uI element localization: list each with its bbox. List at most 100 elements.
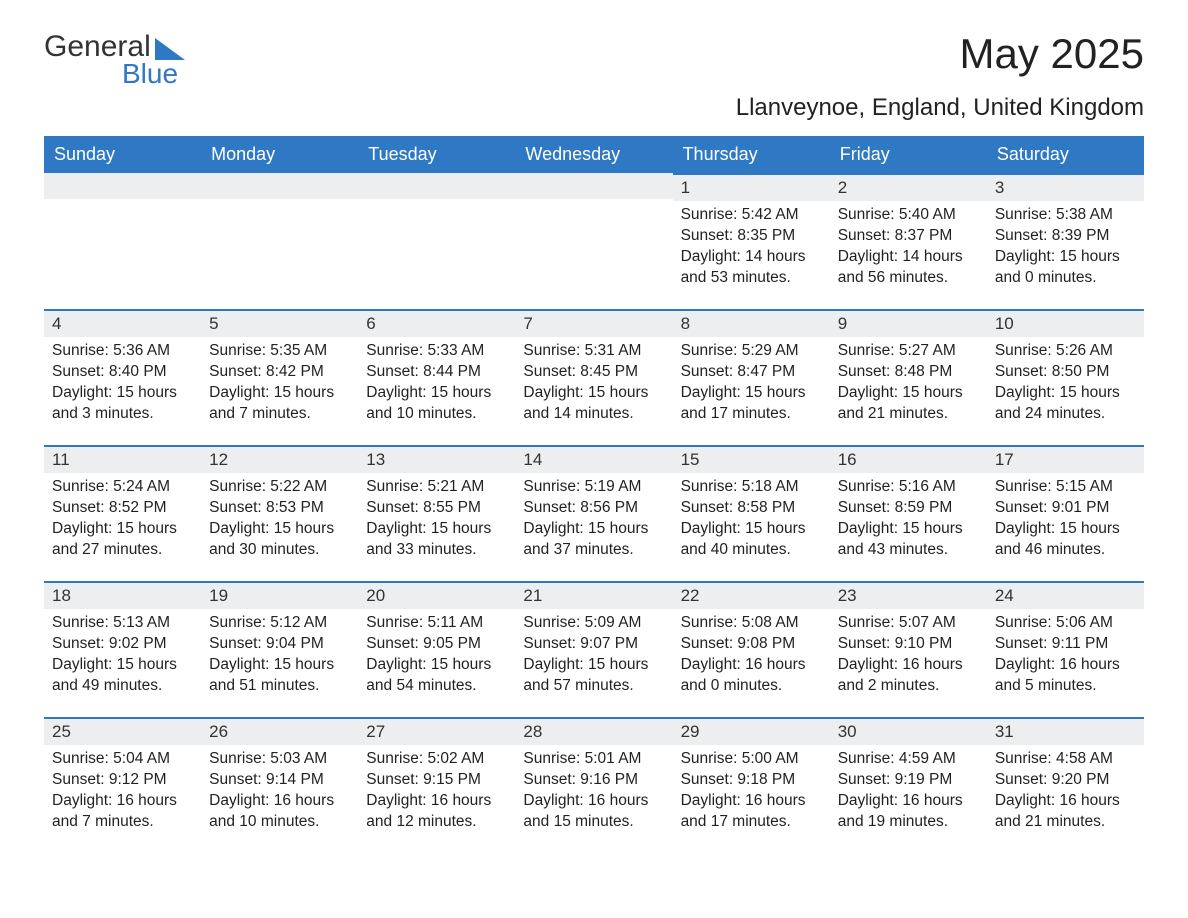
calendar-row: 1Sunrise: 5:42 AMSunset: 8:35 PMDaylight…: [44, 173, 1144, 309]
sunset-text: Sunset: 8:50 PM: [995, 362, 1136, 383]
day-number-bar-empty: [358, 173, 515, 199]
day-number-bar: 9: [830, 309, 987, 337]
calendar-row: 18Sunrise: 5:13 AMSunset: 9:02 PMDayligh…: [44, 581, 1144, 717]
day-body: Sunrise: 5:07 AMSunset: 9:10 PMDaylight:…: [830, 609, 987, 705]
calendar-cell: 19Sunrise: 5:12 AMSunset: 9:04 PMDayligh…: [201, 581, 358, 717]
day-number-bar: 16: [830, 445, 987, 473]
daylight-text: Daylight: 16 hours and 5 minutes.: [995, 655, 1136, 697]
calendar-cell: 27Sunrise: 5:02 AMSunset: 9:15 PMDayligh…: [358, 717, 515, 853]
calendar-cell: 4Sunrise: 5:36 AMSunset: 8:40 PMDaylight…: [44, 309, 201, 445]
sunset-text: Sunset: 8:35 PM: [681, 226, 822, 247]
daylight-text: Daylight: 15 hours and 46 minutes.: [995, 519, 1136, 561]
sunset-text: Sunset: 9:08 PM: [681, 634, 822, 655]
weekday-header: Saturday: [987, 136, 1144, 173]
sunrise-text: Sunrise: 5:40 AM: [838, 205, 979, 226]
sunrise-text: Sunrise: 5:26 AM: [995, 341, 1136, 362]
sunrise-text: Sunrise: 5:18 AM: [681, 477, 822, 498]
sunrise-text: Sunrise: 5:24 AM: [52, 477, 193, 498]
day-number-bar: 17: [987, 445, 1144, 473]
day-number-bar: 21: [515, 581, 672, 609]
day-number-bar: 26: [201, 717, 358, 745]
sunset-text: Sunset: 8:42 PM: [209, 362, 350, 383]
daylight-text: Daylight: 15 hours and 49 minutes.: [52, 655, 193, 697]
day-number-bar: 2: [830, 173, 987, 201]
day-body: Sunrise: 5:00 AMSunset: 9:18 PMDaylight:…: [673, 745, 830, 841]
day-body: Sunrise: 5:18 AMSunset: 8:58 PMDaylight:…: [673, 473, 830, 569]
sunrise-text: Sunrise: 5:36 AM: [52, 341, 193, 362]
sunset-text: Sunset: 8:58 PM: [681, 498, 822, 519]
calendar-cell: 21Sunrise: 5:09 AMSunset: 9:07 PMDayligh…: [515, 581, 672, 717]
calendar-cell: 8Sunrise: 5:29 AMSunset: 8:47 PMDaylight…: [673, 309, 830, 445]
day-body: Sunrise: 5:42 AMSunset: 8:35 PMDaylight:…: [673, 201, 830, 297]
sunrise-text: Sunrise: 5:01 AM: [523, 749, 664, 770]
daylight-text: Daylight: 15 hours and 33 minutes.: [366, 519, 507, 561]
day-number-bar: 18: [44, 581, 201, 609]
daylight-text: Daylight: 15 hours and 3 minutes.: [52, 383, 193, 425]
sunset-text: Sunset: 9:16 PM: [523, 770, 664, 791]
calendar-cell: 1Sunrise: 5:42 AMSunset: 8:35 PMDaylight…: [673, 173, 830, 309]
weekday-header: Monday: [201, 136, 358, 173]
daylight-text: Daylight: 15 hours and 37 minutes.: [523, 519, 664, 561]
day-body: Sunrise: 5:35 AMSunset: 8:42 PMDaylight:…: [201, 337, 358, 433]
calendar-cell: 2Sunrise: 5:40 AMSunset: 8:37 PMDaylight…: [830, 173, 987, 309]
calendar-cell: 31Sunrise: 4:58 AMSunset: 9:20 PMDayligh…: [987, 717, 1144, 853]
day-number-bar: 30: [830, 717, 987, 745]
daylight-text: Daylight: 16 hours and 0 minutes.: [681, 655, 822, 697]
day-number-bar: 19: [201, 581, 358, 609]
sunrise-text: Sunrise: 5:31 AM: [523, 341, 664, 362]
sunrise-text: Sunrise: 5:33 AM: [366, 341, 507, 362]
day-number-bar: 29: [673, 717, 830, 745]
calendar-cell: 28Sunrise: 5:01 AMSunset: 9:16 PMDayligh…: [515, 717, 672, 853]
day-number-bar: 11: [44, 445, 201, 473]
sunset-text: Sunset: 9:01 PM: [995, 498, 1136, 519]
weekday-header: Wednesday: [515, 136, 672, 173]
daylight-text: Daylight: 16 hours and 12 minutes.: [366, 791, 507, 833]
day-number-bar: 14: [515, 445, 672, 473]
day-number-bar: 15: [673, 445, 830, 473]
daylight-text: Daylight: 15 hours and 57 minutes.: [523, 655, 664, 697]
day-number-bar-empty: [44, 173, 201, 199]
daylight-text: Daylight: 15 hours and 24 minutes.: [995, 383, 1136, 425]
day-number-bar: 6: [358, 309, 515, 337]
day-number-bar-empty: [201, 173, 358, 199]
sunset-text: Sunset: 9:05 PM: [366, 634, 507, 655]
sunset-text: Sunset: 9:10 PM: [838, 634, 979, 655]
calendar-cell: 30Sunrise: 4:59 AMSunset: 9:19 PMDayligh…: [830, 717, 987, 853]
day-body: Sunrise: 5:11 AMSunset: 9:05 PMDaylight:…: [358, 609, 515, 705]
daylight-text: Daylight: 14 hours and 53 minutes.: [681, 247, 822, 289]
day-body: Sunrise: 5:33 AMSunset: 8:44 PMDaylight:…: [358, 337, 515, 433]
sunrise-text: Sunrise: 5:16 AM: [838, 477, 979, 498]
sunrise-text: Sunrise: 5:38 AM: [995, 205, 1136, 226]
calendar-cell: 9Sunrise: 5:27 AMSunset: 8:48 PMDaylight…: [830, 309, 987, 445]
sunset-text: Sunset: 8:39 PM: [995, 226, 1136, 247]
sunrise-text: Sunrise: 5:12 AM: [209, 613, 350, 634]
calendar-cell: [201, 173, 358, 309]
daylight-text: Daylight: 16 hours and 15 minutes.: [523, 791, 664, 833]
weekday-header: Tuesday: [358, 136, 515, 173]
day-number-bar: 27: [358, 717, 515, 745]
day-body: Sunrise: 5:01 AMSunset: 9:16 PMDaylight:…: [515, 745, 672, 841]
calendar-cell: 11Sunrise: 5:24 AMSunset: 8:52 PMDayligh…: [44, 445, 201, 581]
calendar-cell: 23Sunrise: 5:07 AMSunset: 9:10 PMDayligh…: [830, 581, 987, 717]
calendar-cell: 10Sunrise: 5:26 AMSunset: 8:50 PMDayligh…: [987, 309, 1144, 445]
sunset-text: Sunset: 9:18 PM: [681, 770, 822, 791]
day-body: Sunrise: 5:04 AMSunset: 9:12 PMDaylight:…: [44, 745, 201, 841]
sunset-text: Sunset: 9:19 PM: [838, 770, 979, 791]
day-body: Sunrise: 4:59 AMSunset: 9:19 PMDaylight:…: [830, 745, 987, 841]
daylight-text: Daylight: 16 hours and 2 minutes.: [838, 655, 979, 697]
page-subtitle: Llanveynoe, England, United Kingdom: [44, 94, 1144, 122]
day-body: Sunrise: 5:13 AMSunset: 9:02 PMDaylight:…: [44, 609, 201, 705]
daylight-text: Daylight: 16 hours and 17 minutes.: [681, 791, 822, 833]
sunset-text: Sunset: 8:56 PM: [523, 498, 664, 519]
calendar-row: 11Sunrise: 5:24 AMSunset: 8:52 PMDayligh…: [44, 445, 1144, 581]
calendar-cell: [358, 173, 515, 309]
sunrise-text: Sunrise: 5:00 AM: [681, 749, 822, 770]
calendar-cell: 18Sunrise: 5:13 AMSunset: 9:02 PMDayligh…: [44, 581, 201, 717]
calendar-cell: 17Sunrise: 5:15 AMSunset: 9:01 PMDayligh…: [987, 445, 1144, 581]
sunset-text: Sunset: 8:44 PM: [366, 362, 507, 383]
calendar-cell: 26Sunrise: 5:03 AMSunset: 9:14 PMDayligh…: [201, 717, 358, 853]
page-title: May 2025: [960, 30, 1144, 78]
day-body: Sunrise: 5:03 AMSunset: 9:14 PMDaylight:…: [201, 745, 358, 841]
day-body: Sunrise: 5:29 AMSunset: 8:47 PMDaylight:…: [673, 337, 830, 433]
sunset-text: Sunset: 9:04 PM: [209, 634, 350, 655]
